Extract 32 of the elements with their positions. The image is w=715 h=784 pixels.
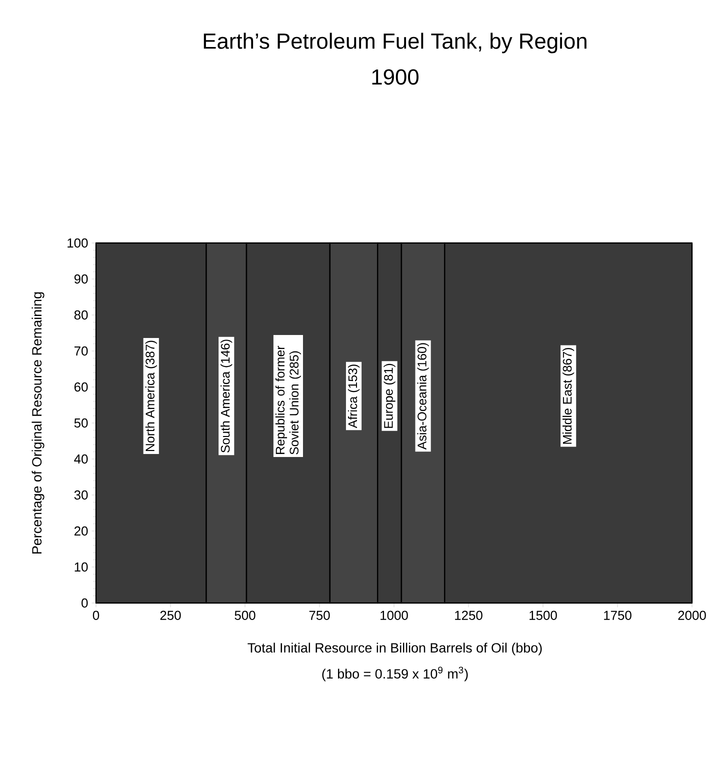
x-tick-label: 250 xyxy=(160,610,181,620)
y-tick-label: 20 xyxy=(74,526,88,536)
series-label: South America (146) xyxy=(220,340,232,453)
chart-subtitle: 1900 xyxy=(372,69,419,85)
x-axis-title: Total Initial Resource in Billion Barrels of Oil (bbo) xyxy=(248,642,542,656)
series-label: Africa (153) xyxy=(348,364,360,428)
x-tick-label: 1250 xyxy=(455,610,482,620)
x-tick-label: 1750 xyxy=(604,610,632,620)
series-label: North America (387) xyxy=(145,340,157,452)
y-tick-label: 40 xyxy=(74,454,88,464)
y-tick-label: 100 xyxy=(68,238,88,248)
series-label: Europe (81) xyxy=(384,364,396,428)
y-tick-label: 30 xyxy=(74,490,88,500)
x-tick-label: 1500 xyxy=(530,610,557,620)
y-axis-title: Percentage of Original Resource Remaining xyxy=(32,292,44,554)
y-tick-label: 70 xyxy=(74,346,88,356)
x-tick-label: 500 xyxy=(234,610,256,620)
series-label: Asia-Oceania (160) xyxy=(417,343,429,450)
series-label: Republics of former Soviet Union (285) xyxy=(275,346,301,454)
chart-title: Earth’s Petroleum Fuel Tank, by Region xyxy=(204,32,586,54)
x-tick-label: 750 xyxy=(309,610,330,620)
y-tick-label: 10 xyxy=(74,562,88,572)
y-tick-label: 50 xyxy=(74,418,88,428)
x-tick-label: 1000 xyxy=(380,610,408,620)
x-tick-label: 0 xyxy=(92,610,100,620)
y-tick-label: 60 xyxy=(74,382,88,392)
text: (1 bbo = 0.159 x 10$^{9}$ m$^{3}$) xyxy=(322,666,468,682)
series-label: Middle East (867) xyxy=(562,348,574,444)
y-tick-label: 80 xyxy=(74,310,88,320)
x-tick-label: 2000 xyxy=(678,610,706,620)
y-tick-label: 0 xyxy=(82,598,88,608)
y-tick-label: 90 xyxy=(74,274,88,284)
